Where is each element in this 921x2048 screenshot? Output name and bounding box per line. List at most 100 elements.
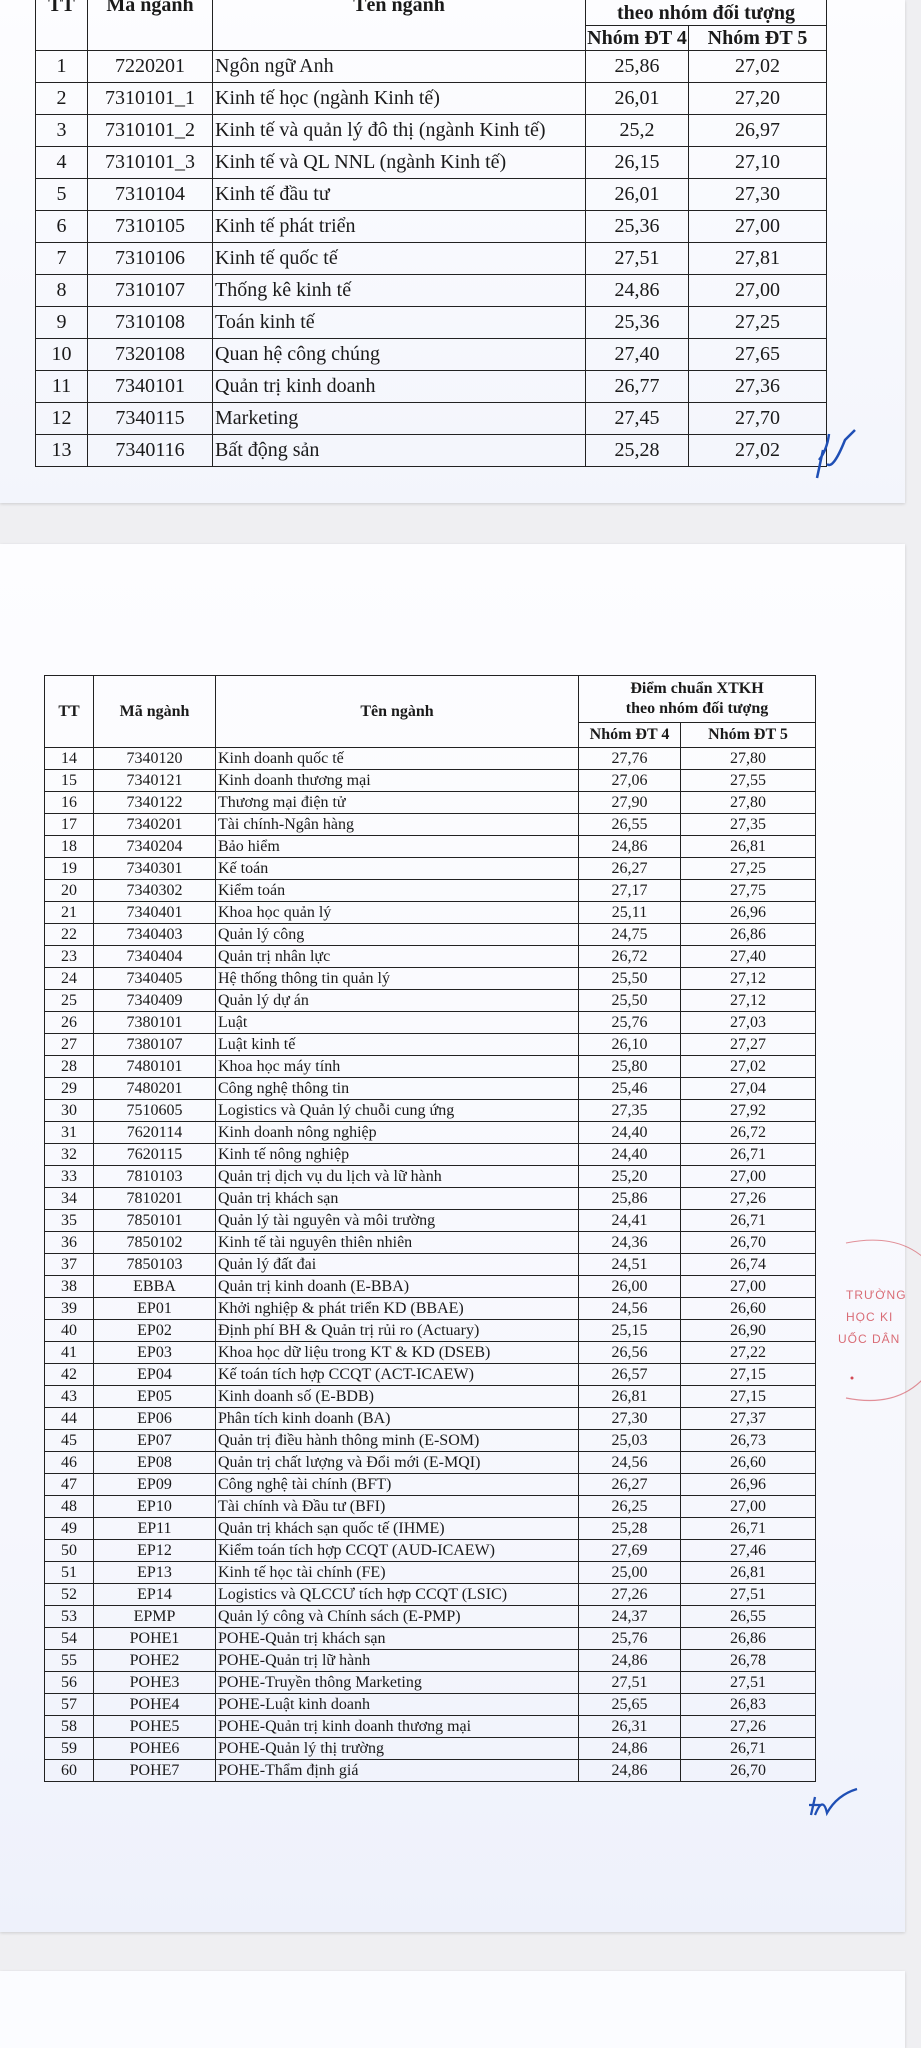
row-score-group5: 27,00 [688,210,827,243]
row-score-group4: 25,15 [578,1319,681,1342]
row-code: 7310104 [87,178,213,211]
table-row: 30 7510605 Logistics và Quản lý chuỗi cung… [44,1099,816,1122]
table-row: 19 7340301 Kế toán 26,27 27,25 [44,857,816,880]
row-tt: 51 [44,1561,94,1584]
row-tt: 17 [44,813,94,836]
table-row: 45 EP07 Quản trị điều hành thông minh (E-S… [44,1429,816,1452]
row-score-group5: 27,25 [680,857,816,880]
table-row: 39 EP01 Khởi nghiệp & phát triển KD (BBAE)… [44,1297,816,1320]
row-score-group4: 27,51 [578,1671,681,1694]
row-score-group5: 27,65 [688,338,827,371]
row-tt: 31 [44,1121,94,1144]
row-code: 7340401 [93,901,216,924]
row-code: EP14 [93,1583,216,1606]
row-score-group5: 27,37 [680,1407,816,1430]
row-name: Công nghệ thông tin [215,1077,579,1100]
row-tt: 15 [44,769,94,792]
row-name: Quản trị khách sạn quốc tế (IHME) [215,1517,579,1540]
row-tt: 16 [44,791,94,814]
row-code: 7220201 [87,50,213,83]
row-score-group4: 24,86 [578,1649,681,1672]
row-code: 7340122 [93,791,216,814]
row-code: 7340403 [93,923,216,946]
table-row: 54 POHE1 POHE-Quản trị khách sạn 25,76 26,86 [44,1627,816,1650]
row-score-group5: 26,86 [680,923,816,946]
table-row: 2 7310101_1 Kinh tế học (ngành Kinh tế) 26,… [35,82,827,115]
header-group5: Nhóm ĐT 5 [688,25,827,51]
row-score-group4: 26,00 [578,1275,681,1298]
row-name: Hệ thống thông tin quản lý [215,967,579,990]
row-name: Luật [215,1011,579,1034]
document-page-1: TT Mã ngành Tên ngành Điểm chuẩn XTKH th… [0,0,905,503]
row-score-group4: 24,56 [578,1297,681,1320]
row-score-group5: 27,20 [688,82,827,115]
table-row: 22 7340403 Quản lý công 24,75 26,86 [44,923,816,946]
stamp-text: UỐC DÂN [838,1332,901,1346]
row-code: 7340302 [93,879,216,902]
table-row: 28 7480101 Khoa học máy tính 25,80 27,02 [44,1055,816,1078]
header-group5: Nhóm ĐT 5 [680,722,816,748]
row-tt: 55 [44,1649,94,1672]
row-name: Công nghệ tài chính (BFT) [215,1473,579,1496]
row-code: 7480101 [93,1055,216,1078]
row-score-group4: 26,55 [578,813,681,836]
signature-initials [809,1787,858,1817]
row-score-group5: 26,71 [680,1209,816,1232]
row-name: Thống kê kinh tế [212,274,586,307]
row-tt: 4 [35,146,88,179]
row-score-group4: 24,41 [578,1209,681,1232]
row-name: POHE-Quản trị khách sạn [215,1627,579,1650]
table-row: 36 7850102 Kinh tế tài nguyên thiên nhiên 2… [44,1231,816,1254]
row-tt: 35 [44,1209,94,1232]
signature-initials [815,429,856,479]
row-score-group5: 27,25 [688,306,827,339]
row-score-group4: 25,65 [578,1693,681,1716]
row-code: EP08 [93,1451,216,1474]
row-score-group5: 26,97 [688,114,827,147]
row-score-group4: 24,86 [578,1759,681,1782]
row-tt: 11 [35,370,88,403]
stamp-text: TRƯỜNG [846,1288,907,1302]
row-name: POHE-Luật kinh doanh [215,1693,579,1716]
row-score-group5: 27,35 [680,813,816,836]
row-name: Logistics và Quản lý chuỗi cung ứng [215,1099,579,1122]
row-name: Quản trị kinh doanh [212,370,586,403]
row-code: EP02 [93,1319,216,1342]
row-tt: 12 [35,402,88,435]
row-code: 7850101 [93,1209,216,1232]
table-row: 59 POHE6 POHE-Quản lý thị trường 24,86 26,71 [44,1737,816,1760]
row-name: Kinh tế và QL NNL (ngành Kinh tế) [212,146,586,179]
row-name: Logistics và QLCCƯ tích hợp CCQT (LSIC) [215,1583,579,1606]
row-tt: 6 [35,210,88,243]
row-score-group4: 26,57 [578,1363,681,1386]
row-score-group4: 26,27 [578,857,681,880]
table-row: 17 7340201 Tài chính-Ngân hàng 26,55 27,35 [44,813,816,836]
row-name: Quản lý công và Chính sách (E-PMP) [215,1605,579,1628]
row-tt: 25 [44,989,94,1012]
row-code: EP13 [93,1561,216,1584]
row-name: Bảo hiểm [215,835,579,858]
row-score-group4: 25,11 [578,901,681,924]
row-score-group5: 27,36 [688,370,827,403]
row-score-group5: 26,78 [680,1649,816,1672]
row-name: Quản trị điều hành thông minh (E-SOM) [215,1429,579,1452]
row-score-group4: 26,77 [585,370,689,403]
row-tt: 8 [35,274,88,307]
row-score-group4: 25,28 [578,1517,681,1540]
table-row: 13 7340116 Bất động sản 25,28 27,02 [35,434,827,467]
row-name: Thương mại điện tử [215,791,579,814]
row-score-group4: 25,03 [578,1429,681,1452]
row-name: Kinh tế học (ngành Kinh tế) [212,82,586,115]
row-code: EP09 [93,1473,216,1496]
table-row: 43 EP05 Kinh doanh số (E-BDB) 26,81 27,15 [44,1385,816,1408]
document-page-3 [0,1971,905,2048]
row-score-group5: 27,10 [688,146,827,179]
row-score-group5: 26,70 [680,1231,816,1254]
row-tt: 1 [35,50,88,83]
row-code: EP04 [93,1363,216,1386]
row-score-group5: 27,15 [680,1385,816,1408]
row-tt: 32 [44,1143,94,1166]
row-code: 7340121 [93,769,216,792]
row-score-group5: 27,00 [688,274,827,307]
row-score-group5: 27,03 [680,1011,816,1034]
